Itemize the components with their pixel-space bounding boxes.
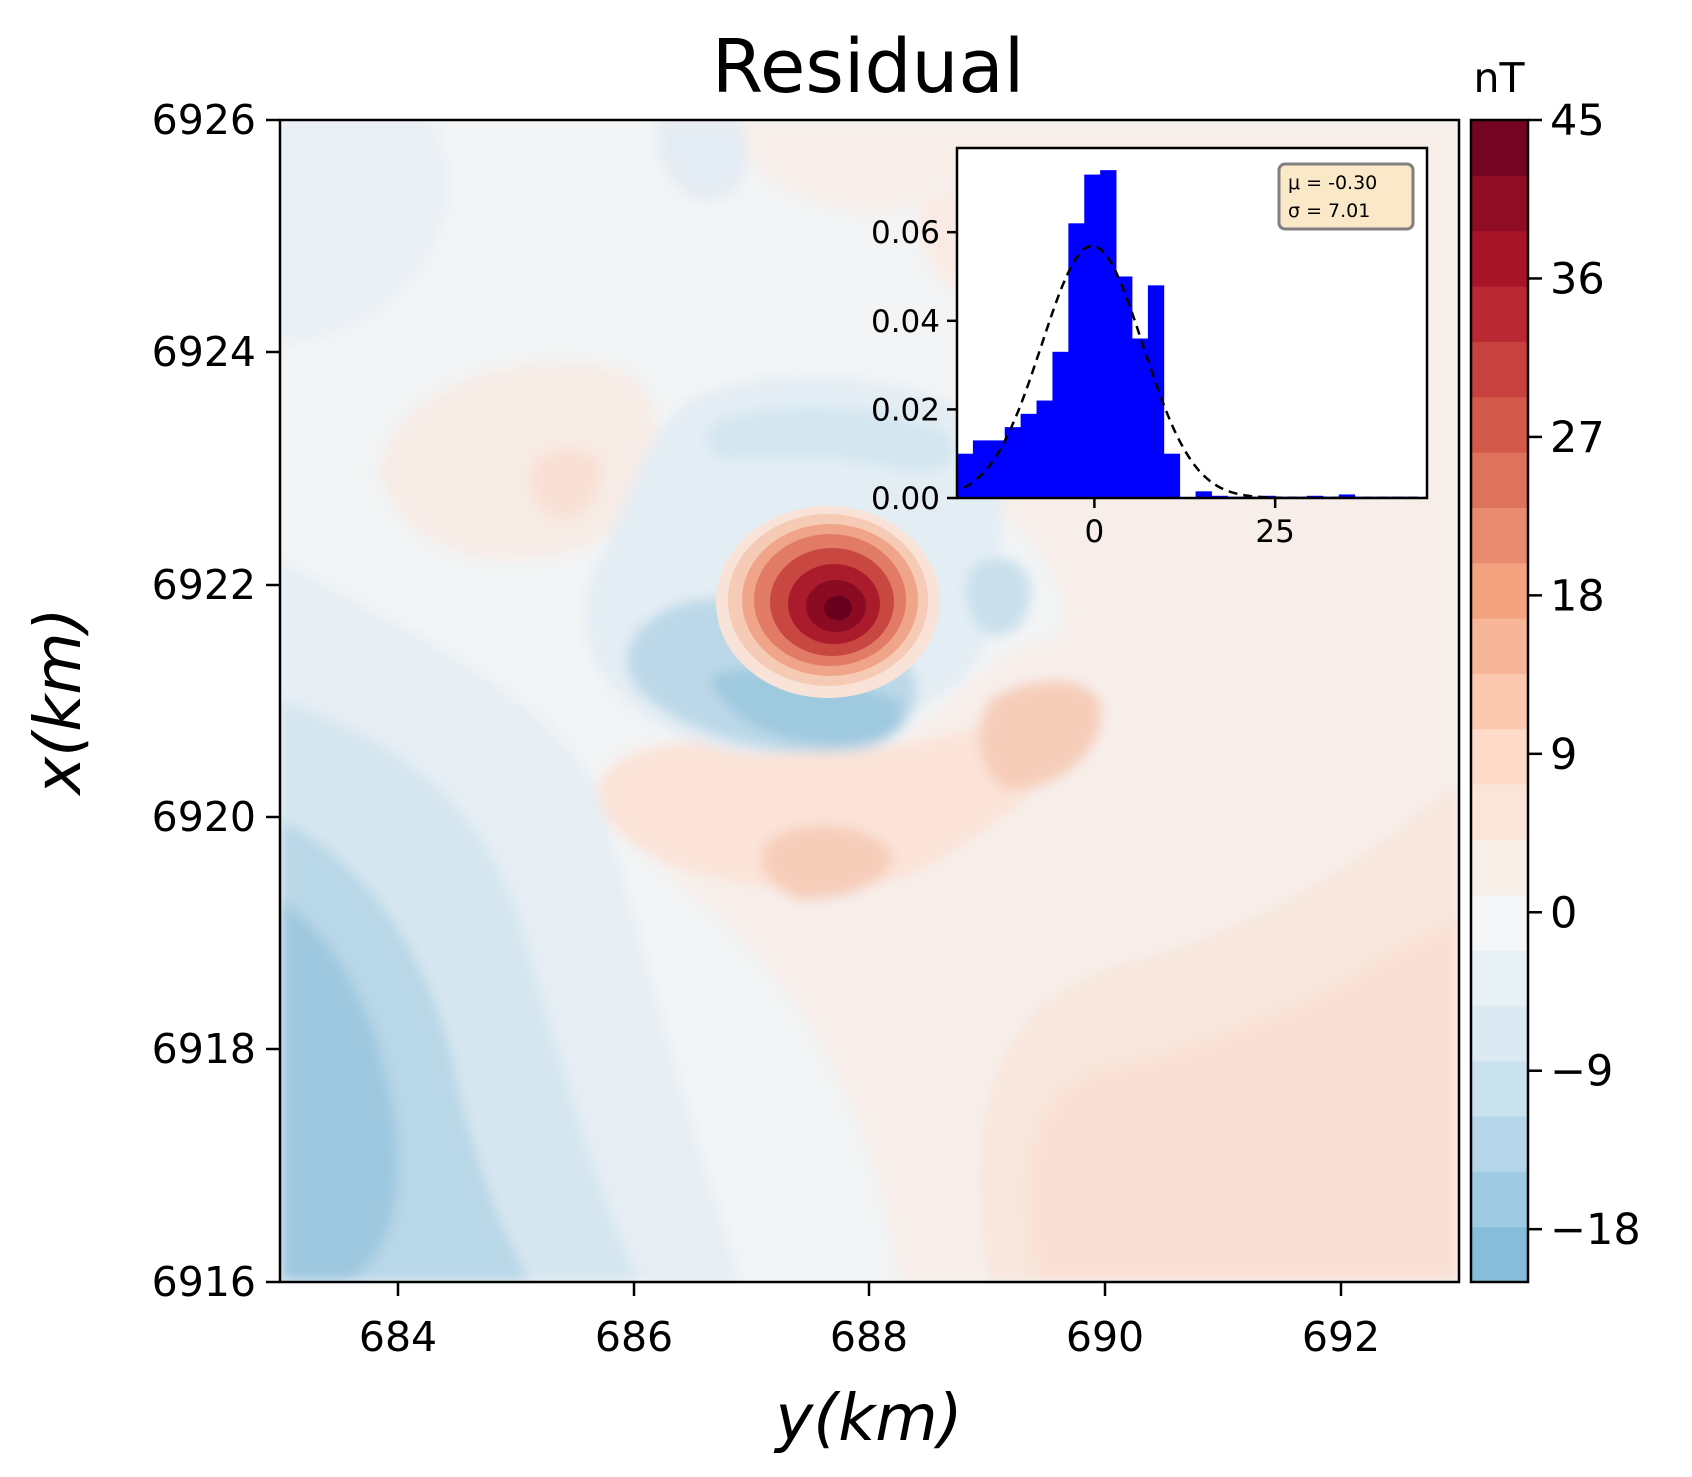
stats-sigma: σ = 7.01 [1288,200,1370,222]
colorbar-band [1471,175,1528,232]
stats-box-frame [1277,162,1415,231]
chart-title: Residual [712,24,1025,110]
colorbar-tick-label: 0 [1550,888,1577,938]
contour-pos-northwest [380,364,657,560]
y-tick-label: 6924 [152,328,256,376]
x-axis-label: y(km) [773,1382,962,1456]
colorbar-band [1471,618,1528,674]
inset-frame [955,146,1429,500]
colorbar-band [1471,507,1528,564]
y-tick-label: 6926 [152,96,256,144]
colorbar-band [1471,1005,1528,1062]
histogram-bar [988,440,1006,498]
histogram-bar [1004,427,1022,498]
colorbar-band [1471,894,1528,951]
contour-neg-north [657,120,748,200]
colorbar: nT −18 −9 0 9 18 27 36 45 [1469,54,1641,1284]
colorbar-band [1471,839,1528,896]
histogram-bar [1068,223,1085,498]
map-y-ticks: 6916 6918 6920 6922 6924 6926 [152,96,280,1306]
inset-x-tick-label: 25 [1255,514,1294,550]
histogram-bars [957,170,1419,498]
histogram-bar [1338,494,1356,498]
histogram-bar [1084,174,1101,498]
histogram-bar [1020,413,1037,498]
colorbar-tick-label: 27 [1550,413,1605,463]
inset-histogram: 0.00 0.02 0.04 0.06 0 25 μ = -0.30 σ = 7.01 [871,146,1429,550]
colorbar-band [1471,728,1528,785]
contour-positive-southeast [1014,920,1459,1282]
colorbar-band [1471,1226,1528,1283]
contour-neg-west-core [280,900,398,1282]
y-tick-label: 6920 [152,793,256,841]
colorbar-band [1471,784,1528,840]
inset-y-ticks: 0.00 0.02 0.04 0.06 [871,215,957,517]
colorbar-band [1471,950,1528,1006]
colorbar-frame [1469,118,1530,1284]
y-tick-label: 6922 [152,561,256,609]
histogram-bar [1052,351,1069,498]
colorbar-tick-label: 36 [1550,254,1605,304]
stats-mean: μ = -0.30 [1288,172,1377,194]
colorbar-tick-label: −18 [1550,1205,1641,1255]
histogram-bar [1147,285,1165,498]
x-tick-label: 688 [830,1313,908,1361]
colorbar-ticks: −18 −9 0 9 18 27 36 45 [1528,96,1641,1255]
contour-neg-northwest [280,120,446,340]
colorbar-label: nT [1473,54,1525,102]
histogram-bar [1195,491,1212,498]
contour-pos-south-core [761,826,892,900]
colorbar-band [1471,396,1528,453]
colorbar-band [1471,1171,1528,1228]
contour-neg-arc [706,407,955,472]
inset-x-ticks: 0 25 [1085,498,1295,550]
inset-y-tick-label: 0.06 [871,215,940,251]
contour-positive-southeast-outer [980,780,1459,1282]
map-x-ticks: 684 686 688 690 692 [359,1282,1380,1361]
histogram-bar [1036,400,1053,498]
inset-y-tick-label: 0.02 [871,392,940,428]
colorbar-band [1471,1060,1528,1117]
y-tick-label: 6918 [152,1025,256,1073]
y-axis-label: x(km) [22,607,96,796]
dipole-positive [716,506,940,698]
inset-x-tick-label: 0 [1085,514,1105,550]
colorbar-tick-label: 45 [1550,96,1605,146]
histogram-bar [957,453,974,498]
colorbar-bands [1471,120,1528,1283]
contour-neg-east-spot [966,557,1031,636]
stats-box: μ = -0.30 σ = 7.01 [1277,162,1415,231]
colorbar-tick-label: 18 [1550,571,1605,621]
colorbar-band [1471,341,1528,398]
contour-pos-south-lobe [598,690,1070,890]
histogram-bar [1100,170,1117,498]
colorbar-band [1471,1116,1528,1172]
colorbar-band [1471,286,1528,342]
histogram-bar [1163,453,1181,498]
colorbar-band [1471,452,1528,508]
x-tick-label: 692 [1302,1313,1380,1361]
colorbar-band [1471,230,1528,287]
x-tick-label: 686 [595,1313,673,1361]
y-tick-label: 6916 [152,1258,256,1306]
inset-y-tick-label: 0.00 [871,481,940,517]
x-tick-label: 690 [1066,1313,1144,1361]
colorbar-tick-label: −9 [1550,1047,1613,1097]
contour-pos-east-lobe [979,681,1102,790]
histogram-bar [972,440,990,498]
normal-fit-curve [963,244,1427,498]
histogram-bar [1131,338,1149,498]
colorbar-band [1471,562,1528,619]
colorbar-band [1471,120,1528,176]
inset-y-tick-label: 0.04 [871,304,940,340]
contour-pos-northwest-core [529,447,601,520]
x-tick-label: 684 [359,1313,437,1361]
histogram-bar [1116,276,1133,498]
anomaly-core [824,596,852,620]
colorbar-tick-label: 9 [1550,730,1577,780]
colorbar-band [1471,673,1528,730]
